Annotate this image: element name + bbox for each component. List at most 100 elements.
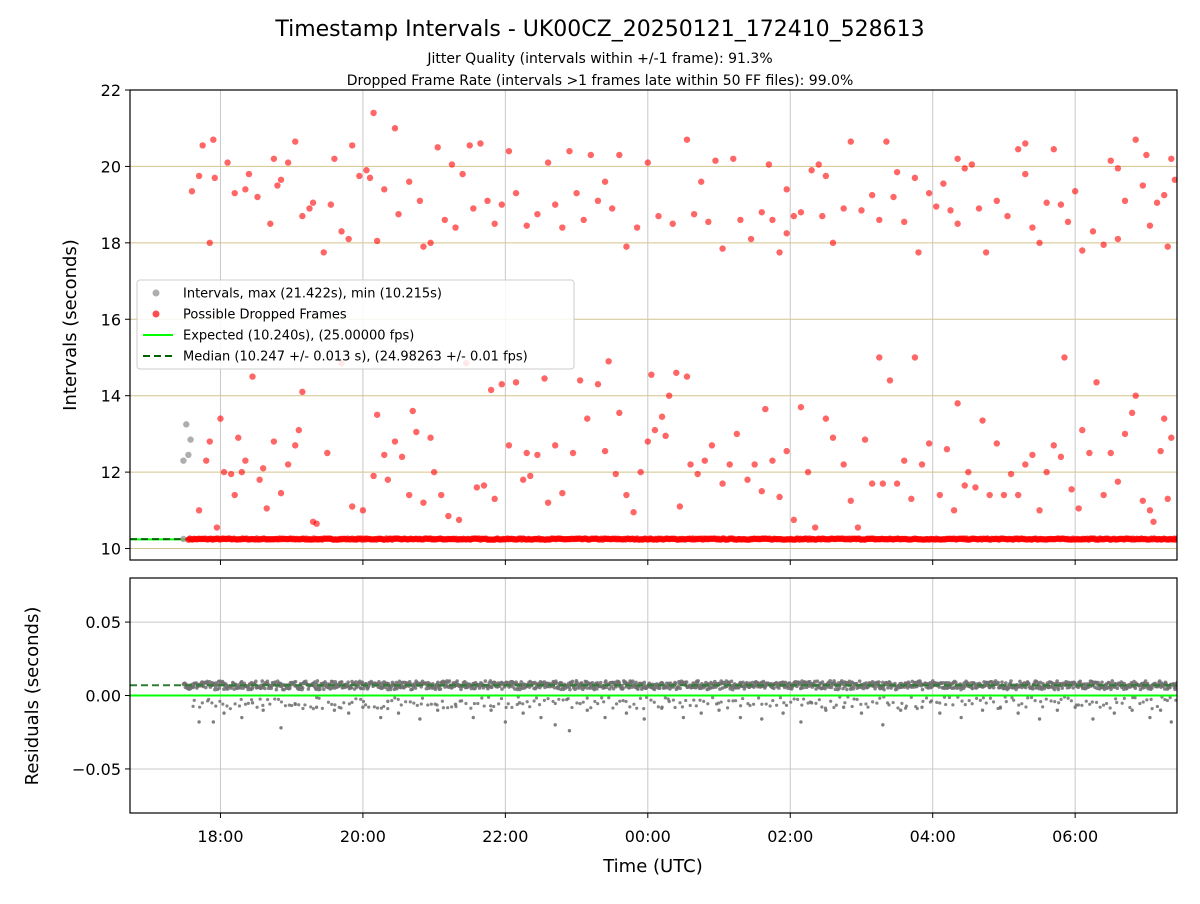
residual-point bbox=[638, 696, 643, 700]
residual-point bbox=[981, 696, 985, 700]
dropped-frame-point bbox=[1160, 191, 1168, 199]
dropped-frame-point bbox=[254, 193, 261, 201]
dropped-frame-point bbox=[712, 157, 719, 164]
residual-point bbox=[214, 704, 218, 708]
residual-point bbox=[621, 699, 625, 703]
residual-point bbox=[864, 702, 868, 706]
residual-point bbox=[240, 715, 244, 720]
dropped-frame-point bbox=[758, 209, 765, 216]
top-y-tick-label: 22 bbox=[101, 81, 121, 100]
residual-point bbox=[954, 680, 958, 685]
residual-point bbox=[741, 697, 745, 701]
residual-point bbox=[799, 720, 803, 724]
dropped-frame-point bbox=[911, 354, 919, 361]
dropped-frame-point bbox=[587, 151, 595, 159]
dropped-frame-point bbox=[858, 207, 865, 214]
dropped-frame-point bbox=[726, 461, 733, 468]
residual-point bbox=[1163, 697, 1167, 702]
dropped-frame-point bbox=[569, 449, 577, 457]
residual-point bbox=[920, 705, 924, 709]
residual-point bbox=[891, 700, 895, 705]
dropped-frame-point bbox=[811, 524, 819, 531]
dropped-frame-point bbox=[381, 186, 388, 193]
dropped-frame-point bbox=[765, 161, 773, 168]
residual-point bbox=[764, 702, 768, 706]
residual-point bbox=[1049, 699, 1053, 703]
residual-point bbox=[1115, 700, 1119, 705]
residual-point bbox=[1023, 685, 1028, 690]
dropped-frame-point bbox=[284, 159, 292, 166]
dropped-frame-point bbox=[277, 489, 285, 497]
dropped-frame-point bbox=[769, 457, 776, 464]
residual-point bbox=[519, 680, 524, 684]
residual-point bbox=[775, 703, 779, 707]
dropped-frame-point bbox=[868, 480, 876, 487]
residual-point bbox=[326, 700, 331, 704]
residual-point bbox=[396, 711, 401, 715]
dropped-frame-point bbox=[1139, 182, 1147, 189]
residual-point bbox=[688, 703, 692, 708]
residual-point bbox=[332, 708, 337, 712]
residual-point bbox=[1041, 705, 1045, 709]
residual-point bbox=[265, 679, 270, 684]
residual-point bbox=[504, 705, 508, 710]
residual-point bbox=[929, 699, 934, 703]
dropped-frame-point bbox=[665, 392, 673, 399]
dropped-frame-point bbox=[505, 442, 513, 449]
dropped-frame-point bbox=[1114, 478, 1122, 485]
dropped-frame-point bbox=[220, 468, 228, 476]
x-tick-label: 06:00 bbox=[1052, 827, 1098, 846]
residual-point bbox=[1084, 699, 1088, 703]
dropped-frame-point bbox=[1086, 449, 1093, 457]
residual-point bbox=[489, 708, 493, 712]
dropped-frame-point bbox=[559, 224, 566, 231]
residual-point bbox=[604, 679, 608, 683]
residual-point bbox=[678, 701, 682, 705]
dropped-frame-point bbox=[737, 216, 744, 224]
residual-point bbox=[734, 699, 738, 703]
dropped-frame-point bbox=[259, 465, 267, 472]
chart-subtitle-jitter: Jitter Quality (intervals within +/-1 fr… bbox=[426, 51, 772, 67]
dropped-frame-point bbox=[769, 216, 776, 224]
dropped-frame-point bbox=[480, 482, 488, 489]
dropped-frame-point bbox=[790, 516, 798, 524]
residual-point bbox=[359, 686, 363, 691]
dropped-frame-point bbox=[605, 358, 612, 365]
dropped-frame-point bbox=[1107, 157, 1114, 164]
residual-point bbox=[447, 679, 452, 683]
dropped-frame-point bbox=[644, 438, 652, 445]
residual-point bbox=[350, 700, 354, 704]
residual-point bbox=[263, 686, 267, 691]
dropped-frame-point bbox=[623, 243, 630, 250]
residual-point bbox=[921, 699, 925, 703]
dropped-frame-point bbox=[911, 174, 919, 182]
dropped-frame-point bbox=[1079, 426, 1086, 434]
dropped-frame-point bbox=[584, 415, 591, 422]
dropped-frame-point bbox=[1057, 201, 1065, 208]
residual-point bbox=[875, 701, 879, 705]
residual-point bbox=[279, 700, 284, 704]
residual-point bbox=[534, 696, 539, 700]
residual-point bbox=[585, 708, 589, 712]
residual-point bbox=[315, 679, 320, 683]
dropped-frame-point bbox=[245, 170, 253, 178]
residual-point bbox=[996, 680, 1000, 685]
residual-point bbox=[1088, 702, 1092, 706]
legend-entry: Intervals, max (21.422s), min (10.215s) bbox=[183, 287, 442, 302]
dropped-frame-point bbox=[484, 197, 491, 205]
dropped-frame-point bbox=[1014, 491, 1022, 499]
dropped-frame-point bbox=[908, 495, 915, 503]
dropped-frame-point bbox=[1029, 451, 1036, 459]
residual-point bbox=[706, 702, 710, 706]
residual-point bbox=[217, 686, 222, 690]
dropped-frame-point bbox=[452, 224, 459, 231]
dropped-frame-point bbox=[1164, 495, 1171, 503]
dropped-frame-point bbox=[758, 488, 765, 495]
dropped-frame-point bbox=[267, 220, 274, 227]
dropped-frame-point bbox=[1171, 176, 1177, 183]
dropped-frame-point bbox=[1114, 165, 1122, 172]
residual-point bbox=[1027, 682, 1031, 686]
residual-point bbox=[382, 704, 386, 709]
dropped-frame-point bbox=[459, 170, 466, 178]
